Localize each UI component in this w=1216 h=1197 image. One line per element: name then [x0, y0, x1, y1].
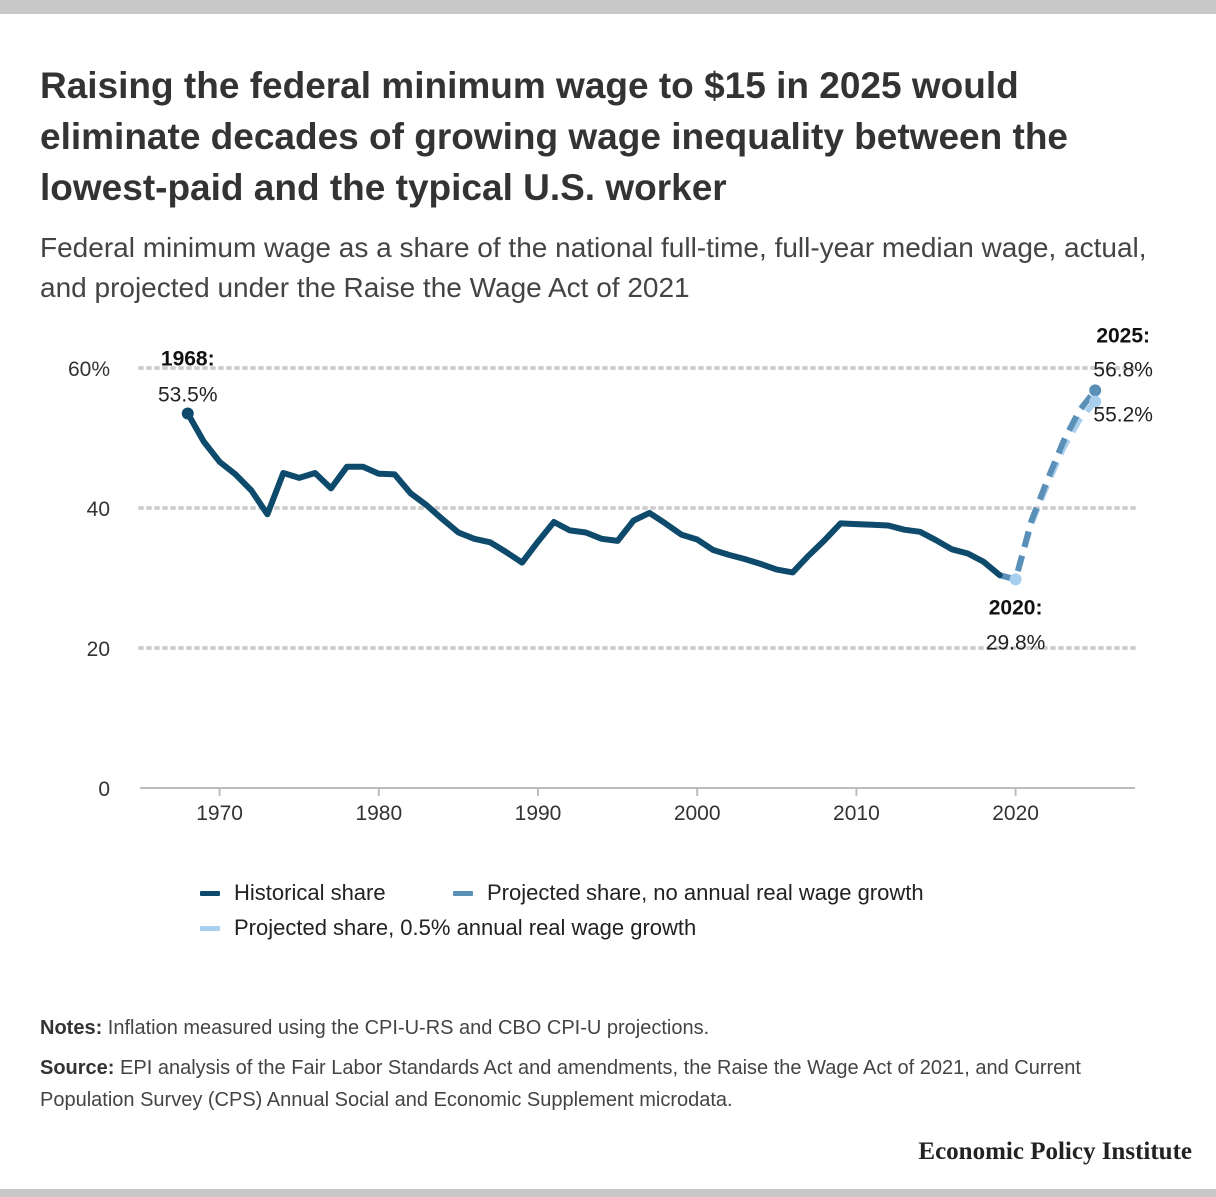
legend-item-historical: Historical share — [200, 880, 386, 906]
notes-label: Notes: — [40, 1017, 103, 1039]
y-tick-label: 40 — [87, 498, 110, 521]
x-tick-label: 1990 — [515, 802, 562, 825]
legend-item-projected-growth: Projected share, 0.5% annual real wage g… — [200, 915, 696, 941]
annotation-value: 29.8% — [986, 631, 1046, 654]
legend-swatch-projected-growth — [200, 925, 220, 931]
series-line-0 — [184, 410, 1003, 579]
top-border — [0, 0, 1216, 14]
annotation-value: 53.5% — [158, 384, 218, 407]
notes-text: Inflation measured using the CPI-U-RS an… — [102, 1017, 710, 1039]
legend-swatch-projected-no-growth — [453, 890, 473, 896]
y-tick-label: 0 — [98, 778, 110, 801]
endpoint-marker — [1009, 573, 1022, 586]
annotation-year: 2020: — [989, 596, 1043, 619]
x-tick-label: 1980 — [355, 802, 402, 825]
annotation-year: 2025: — [1096, 324, 1150, 347]
chart-title: Raising the federal minimum wage to $15 … — [40, 65, 1068, 208]
annotation-value: 55.2% — [1093, 404, 1153, 427]
source-line: Source: EPI analysis of the Fair Labor S… — [40, 1052, 1180, 1116]
endpoint-marker — [1089, 395, 1102, 408]
source-text: EPI analysis of the Fair Labor Standards… — [40, 1057, 1081, 1111]
series-lines — [181, 384, 1102, 586]
y-tick-label: 60% — [68, 358, 110, 381]
x-tick-label: 1970 — [196, 802, 243, 825]
x-tick-label: 2020 — [992, 802, 1039, 825]
annotation-value: 56.8% — [1093, 358, 1153, 381]
notes-section: Notes: Inflation measured using the CPI-… — [40, 1012, 1180, 1124]
x-tick-label: 2010 — [833, 802, 880, 825]
source-label: Source: — [40, 1057, 115, 1079]
legend-label-projected-no-growth: Projected share, no annual real wage gro… — [487, 880, 924, 905]
line-chart: 0 20 40 60% 1970 1980 1990 2000 2010 2020 1968: 53… — [68, 324, 1153, 825]
legend-item-projected-no-growth: Projected share, no annual real wage gro… — [453, 880, 924, 906]
chart-subtitle: Federal minimum wage as a share of the n… — [40, 232, 1147, 303]
legend-label-historical: Historical share — [234, 880, 386, 905]
endpoint-marker — [1089, 384, 1102, 397]
brand-logo-text: Economic Policy Institute — [918, 1138, 1192, 1165]
y-tick-label: 20 — [87, 638, 110, 661]
legend-swatch-historical — [200, 890, 220, 896]
axes: 0 20 40 60% 1970 1980 1990 2000 2010 2020 — [68, 358, 1135, 825]
annotations: 1968: 53.5% 2020: 29.8% 2025: 56.8% 55.2% — [158, 324, 1153, 654]
x-tick-label: 2000 — [674, 802, 721, 825]
grid-lines — [138, 366, 1137, 650]
series-line-2 — [998, 399, 1098, 583]
notes-line: Notes: Inflation measured using the CPI-… — [40, 1012, 1180, 1044]
legend-label-projected-growth: Projected share, 0.5% annual real wage g… — [234, 915, 697, 940]
bottom-border — [0, 1189, 1216, 1197]
annotation-year: 1968: — [161, 348, 215, 371]
endpoint-marker — [181, 407, 194, 420]
